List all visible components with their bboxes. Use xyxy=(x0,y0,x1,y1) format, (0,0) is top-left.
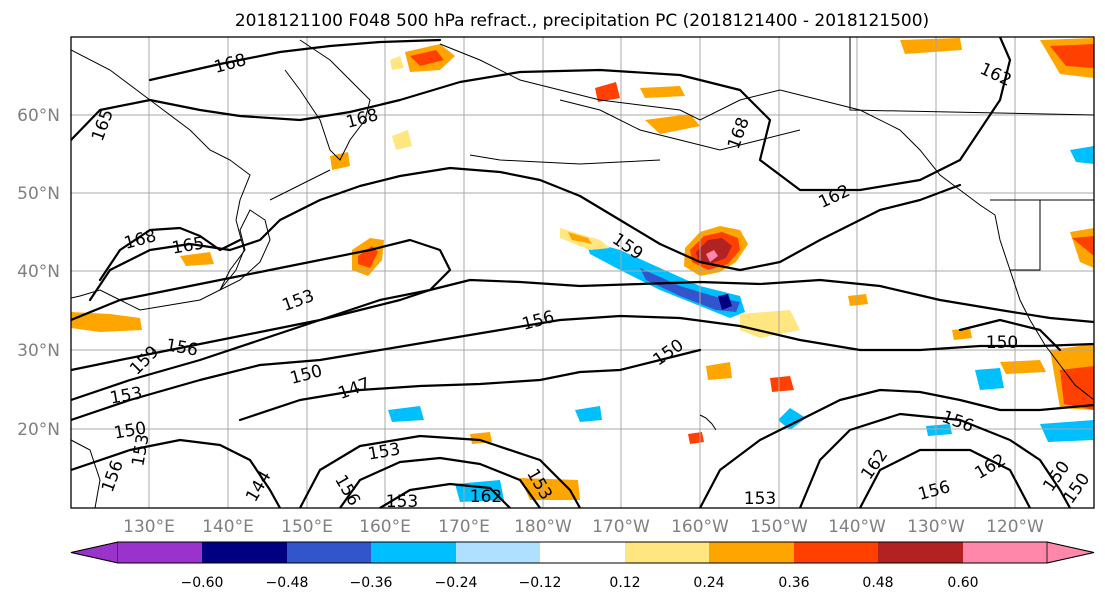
lat-tick: 40°N xyxy=(17,262,60,282)
refractivity-contours xyxy=(71,37,1094,508)
lon-tick: 150°E xyxy=(281,517,333,537)
lon-tick: 120°W xyxy=(986,517,1044,537)
contour-label: 162 xyxy=(470,487,502,507)
longitude-ticks: 130°E 140°E 150°E 160°E 170°E 180°W 170°… xyxy=(123,517,1044,537)
lat-tick: 60°N xyxy=(17,106,60,126)
coastlines xyxy=(71,37,1094,508)
lon-tick: 170°E xyxy=(438,517,490,537)
contour-label: 153 xyxy=(744,489,776,509)
colorbar-ticks: −0.60 −0.48 −0.36 −0.24 −0.12 0.12 0.24 … xyxy=(181,575,979,591)
lon-tick: 160°W xyxy=(671,517,729,537)
map-frame xyxy=(70,36,1095,509)
colorbar-segment xyxy=(540,542,625,563)
colorbar-segment xyxy=(287,542,371,563)
colorbar-segment xyxy=(371,542,456,563)
colorbar-segment xyxy=(963,542,1047,563)
colorbar-tick: −0.36 xyxy=(350,575,393,591)
colorbar-tick: −0.60 xyxy=(181,575,224,591)
colorbar-segment xyxy=(118,542,202,563)
lat-tick: 50°N xyxy=(17,184,60,204)
colorbar-segment xyxy=(70,541,119,564)
colorbar-tick: −0.48 xyxy=(266,575,309,591)
lon-tick: 160°E xyxy=(359,517,411,537)
colorbar-segment xyxy=(202,542,287,563)
colorbar-tick: 0.60 xyxy=(947,575,978,591)
colorbar-tick: 0.36 xyxy=(778,575,809,591)
lon-tick: 140°W xyxy=(828,517,886,537)
figure-title: 2018121100 F048 500 hPa refract., precip… xyxy=(235,11,929,31)
colorbar-segment xyxy=(456,542,540,563)
contour-label: 150 xyxy=(986,333,1018,353)
colorbar-segment xyxy=(794,542,878,563)
colorbar-tick: −0.24 xyxy=(435,575,478,591)
contour-label: 153 xyxy=(386,492,418,512)
colorbar-tick: 0.48 xyxy=(862,575,893,591)
lon-tick: 140°E xyxy=(202,517,254,537)
lon-tick: 130°W xyxy=(907,517,965,537)
colorbar-segment xyxy=(709,542,794,563)
lon-tick: 150°W xyxy=(750,517,808,537)
lat-tick: 30°N xyxy=(17,341,60,361)
colorbar-tick: −0.12 xyxy=(519,575,562,591)
colorbar-tick: 0.12 xyxy=(609,575,640,591)
lon-tick: 180°W xyxy=(514,517,572,537)
colorbar-outline xyxy=(70,541,1095,564)
colorbar-segment xyxy=(625,542,709,563)
colorbar-segment xyxy=(878,542,963,563)
lon-tick: 130°E xyxy=(123,517,175,537)
latitude-ticks: 60°N 50°N 40°N 30°N 20°N xyxy=(17,106,60,440)
lat-tick: 20°N xyxy=(17,420,60,440)
map-background xyxy=(71,37,1094,508)
lon-tick: 170°W xyxy=(592,517,650,537)
colorbar-tick: 0.24 xyxy=(693,575,724,591)
colorbar-segment xyxy=(1046,541,1095,564)
colorbar xyxy=(70,541,1095,564)
